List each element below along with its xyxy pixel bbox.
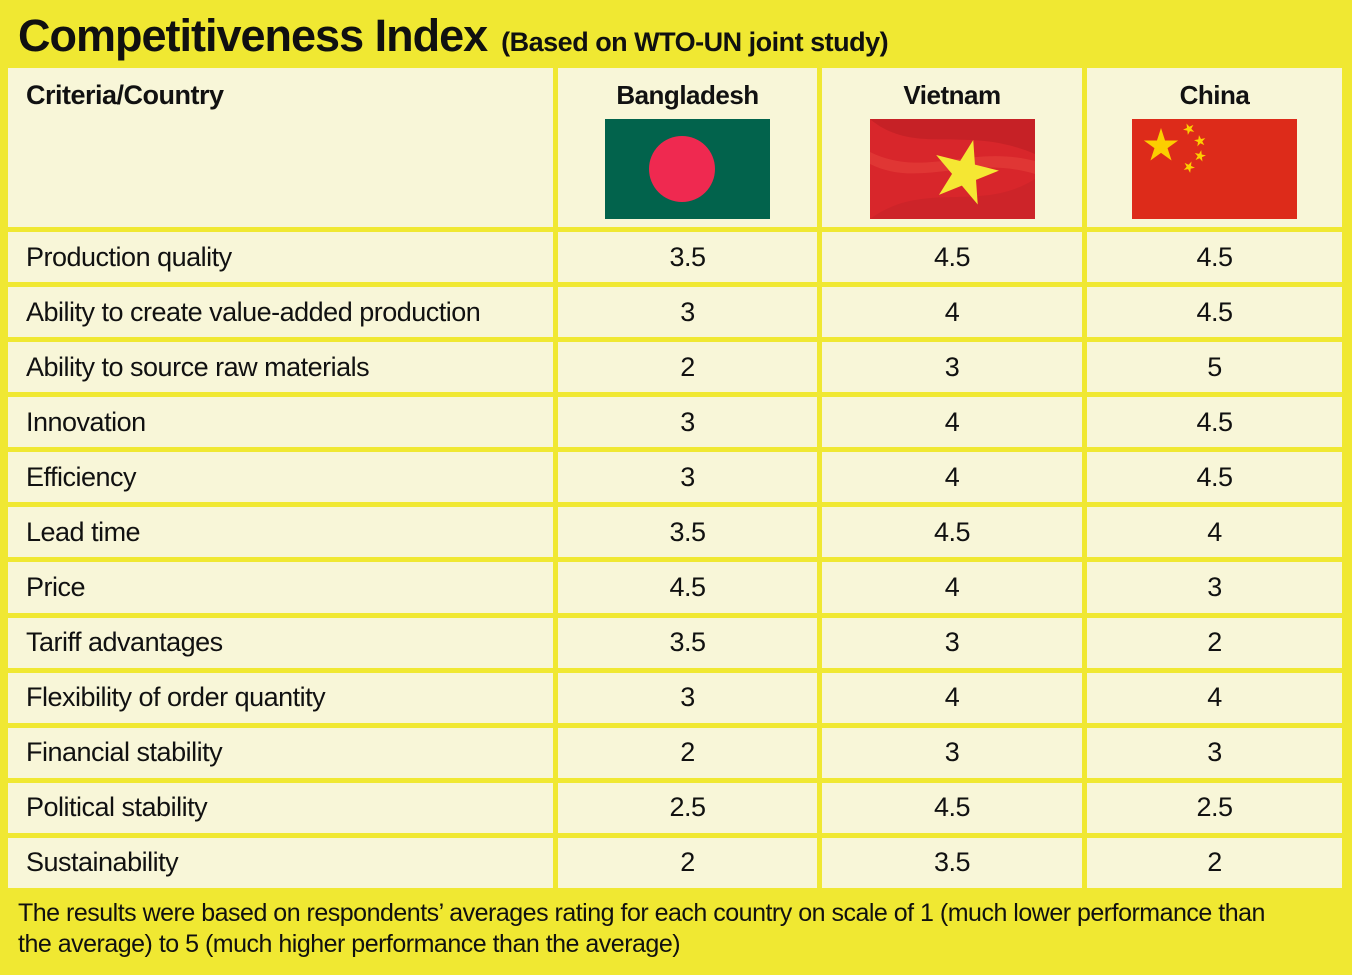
- score-cell-vietnam: 3: [822, 617, 1082, 668]
- table-row: Ability to source raw materials 2 3 5: [8, 342, 1342, 393]
- country-label: Bangladesh: [616, 80, 759, 110]
- table-row: Political stability 2.5 4.5 2.5: [8, 782, 1342, 833]
- footnote: The results were based on respondents’ a…: [18, 899, 1265, 958]
- table-header-row: Criteria/Country Bangladesh Vietnam: [8, 68, 1342, 227]
- score-cell-china: 2: [1087, 837, 1342, 888]
- score-cell-bangladesh: 3.5: [558, 232, 817, 283]
- criteria-cell: Tariff advantages: [8, 617, 553, 668]
- table-row: Production quality 3.5 4.5 4.5: [8, 232, 1342, 283]
- criteria-cell: Financial stability: [8, 727, 553, 778]
- table-row: Innovation 3 4 4.5: [8, 397, 1342, 448]
- china-flag-icon: [1132, 119, 1297, 219]
- vietnam-flag-icon: [869, 119, 1035, 219]
- score-cell-bangladesh: 3: [558, 287, 817, 338]
- country-label: Vietnam: [903, 80, 1001, 110]
- score-cell-china: 5: [1087, 342, 1342, 393]
- table-row: Efficiency 3 4 4.5: [8, 452, 1342, 503]
- table-row: Price 4.5 4 3: [8, 562, 1342, 613]
- criteria-cell: Efficiency: [8, 452, 553, 503]
- column-header-china: China: [1087, 68, 1342, 227]
- score-cell-bangladesh: 3.5: [558, 507, 817, 558]
- score-cell-bangladesh: 3: [558, 397, 817, 448]
- criteria-cell: Ability to create value-added production: [8, 287, 553, 338]
- score-cell-china: 4.5: [1087, 397, 1342, 448]
- score-cell-vietnam: 4: [822, 672, 1082, 723]
- table-row: Flexibility of order quantity 3 4 4: [8, 672, 1342, 723]
- criteria-cell: Production quality: [8, 232, 553, 283]
- column-header-bangladesh: Bangladesh: [558, 68, 817, 227]
- criteria-cell: Innovation: [8, 397, 553, 448]
- score-cell-vietnam: 3: [822, 342, 1082, 393]
- score-cell-china: 3: [1087, 562, 1342, 613]
- score-cell-china: 4.5: [1087, 452, 1342, 503]
- score-cell-bangladesh: 3: [558, 672, 817, 723]
- score-cell-vietnam: 4: [822, 397, 1082, 448]
- score-cell-vietnam: 4.5: [822, 232, 1082, 283]
- table-row: Sustainability 2 3.5 2: [8, 837, 1342, 888]
- criteria-cell: Price: [8, 562, 553, 613]
- score-cell-china: 4: [1087, 672, 1342, 723]
- criteria-cell: Flexibility of order quantity: [8, 672, 553, 723]
- score-cell-china: 3: [1087, 727, 1342, 778]
- score-cell-china: 4.5: [1087, 287, 1342, 338]
- page-subtitle: (Based on WTO-UN joint study): [501, 27, 889, 57]
- corner-header-cell: Criteria/Country: [8, 68, 553, 227]
- page-title: Competitiveness Index: [18, 10, 488, 61]
- score-cell-vietnam: 4: [822, 287, 1082, 338]
- criteria-cell: Political stability: [8, 782, 553, 833]
- title-bar: Competitiveness Index (Based on WTO-UN j…: [0, 0, 1352, 68]
- score-cell-vietnam: 4: [822, 562, 1082, 613]
- score-cell-bangladesh: 3: [558, 452, 817, 503]
- score-cell-bangladesh: 2: [558, 837, 817, 888]
- score-cell-bangladesh: 2: [558, 727, 817, 778]
- criteria-cell: Sustainability: [8, 837, 553, 888]
- competitiveness-table: Criteria/Country Bangladesh Vietnam: [8, 68, 1342, 888]
- score-cell-china: 4: [1087, 507, 1342, 558]
- table-row: Tariff advantages 3.5 3 2: [8, 617, 1342, 668]
- score-cell-vietnam: 3: [822, 727, 1082, 778]
- score-cell-vietnam: 4: [822, 452, 1082, 503]
- score-cell-china: 4.5: [1087, 232, 1342, 283]
- column-header-vietnam: Vietnam: [822, 68, 1082, 227]
- bangladesh-flag-icon: [605, 119, 770, 219]
- table-row: Ability to create value-added production…: [8, 287, 1342, 338]
- score-cell-bangladesh: 2.5: [558, 782, 817, 833]
- score-cell-china: 2.5: [1087, 782, 1342, 833]
- criteria-cell: Ability to source raw materials: [8, 342, 553, 393]
- score-cell-vietnam: 4.5: [822, 782, 1082, 833]
- table-row: Lead time 3.5 4.5 4: [8, 507, 1342, 558]
- score-cell-bangladesh: 2: [558, 342, 817, 393]
- score-cell-china: 2: [1087, 617, 1342, 668]
- criteria-cell: Lead time: [8, 507, 553, 558]
- score-cell-vietnam: 4.5: [822, 507, 1082, 558]
- table-row: Financial stability 2 3 3: [8, 727, 1342, 778]
- score-cell-vietnam: 3.5: [822, 837, 1082, 888]
- score-cell-bangladesh: 4.5: [558, 562, 817, 613]
- country-label: China: [1179, 80, 1250, 110]
- score-cell-bangladesh: 3.5: [558, 617, 817, 668]
